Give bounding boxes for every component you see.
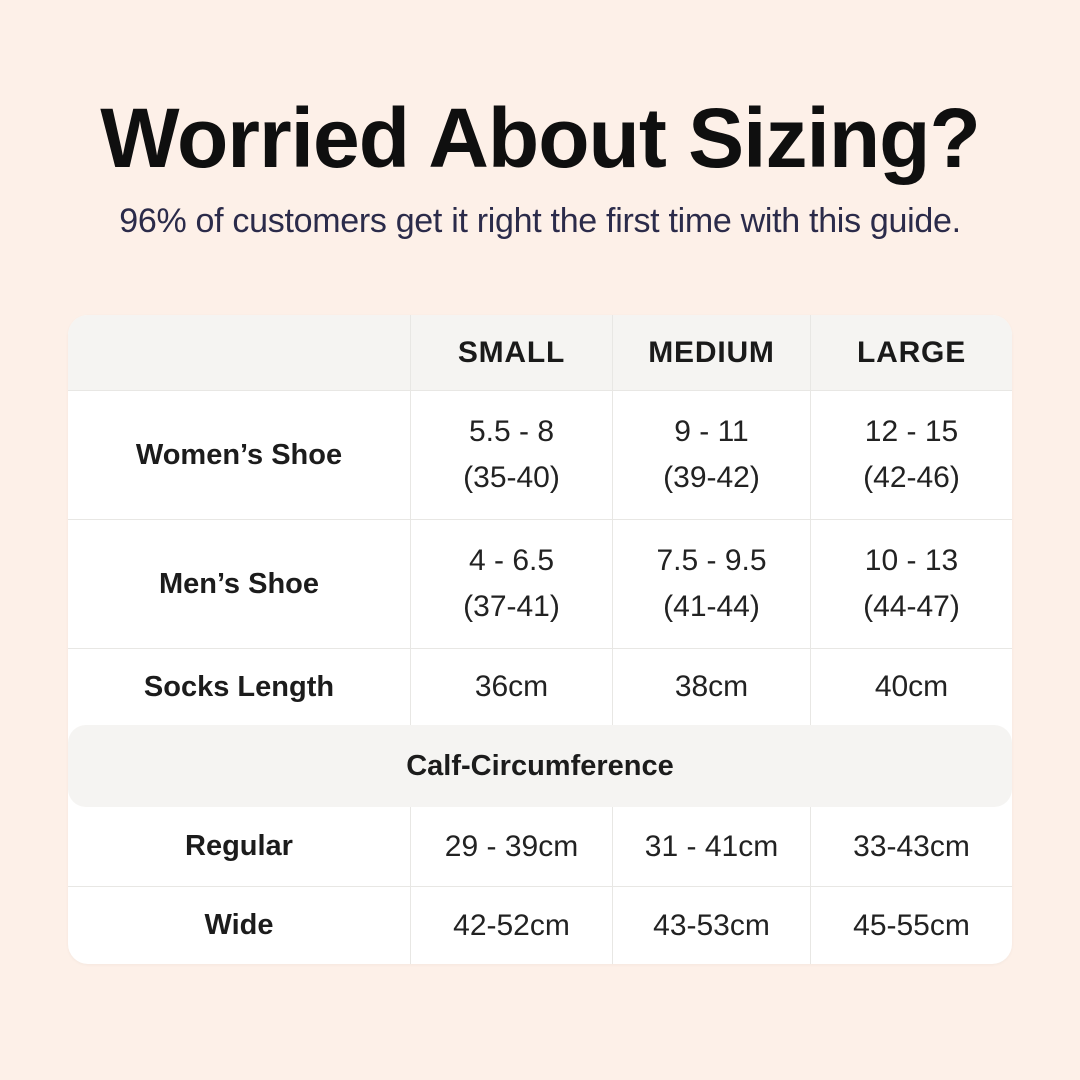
cell-regular-small: 29 - 39cm [410,807,612,886]
table-row-regular: Regular 29 - 39cm 31 - 41cm 33-43cm [68,807,1012,886]
cell-regular-medium: 31 - 41cm [612,807,810,886]
cell-mens-large: 10 - 13 (44-47) [810,520,1012,648]
cell-wide-small: 42-52cm [410,887,612,964]
row-label-womens-shoe: Women’s Shoe [135,438,343,471]
column-header-small: SMALL [410,315,612,390]
cell-wide-large: 45-55cm [810,887,1012,964]
cell-mens-medium: 7.5 - 9.5 (41-44) [612,520,810,648]
cell-line: (39-42) [663,461,760,494]
cell-regular-large: 33-43cm [810,807,1012,886]
cell-mens-small: 4 - 6.5 (37-41) [410,520,612,648]
row-label-mens-shoe: Men’s Shoe [158,567,320,600]
cell-socks-small: 36cm [410,649,612,725]
row-label-wide: Wide [204,909,274,941]
table-row-wide: Wide 42-52cm 43-53cm 45-55cm [68,886,1012,964]
page-subtitle: 96% of customers get it right the first … [119,202,961,240]
cell-line: 12 - 15 [864,415,959,448]
table-row-socks-length: Socks Length 36cm 38cm 40cm [68,648,1012,725]
section-header-calf-circumference: Calf-Circumference [68,725,1012,807]
cell-line: (44-47) [863,590,960,623]
column-header-medium: MEDIUM [612,315,810,390]
cell-line: (41-44) [663,590,760,623]
row-label-regular: Regular [185,830,293,862]
cell-womens-small: 5.5 - 8 (35-40) [410,391,612,519]
header-spacer-cell [68,315,410,390]
cell-line: 9 - 11 [674,415,749,448]
cell-wide-medium: 43-53cm [612,887,810,964]
cell-line: 4 - 6.5 [468,544,555,577]
cell-socks-large: 40cm [810,649,1012,725]
cell-line: 7.5 - 9.5 [656,544,767,577]
cell-line: 10 - 13 [864,544,959,577]
column-header-large: LARGE [810,315,1012,390]
cell-socks-medium: 38cm [612,649,810,725]
page-title: Worried About Sizing? [100,91,981,185]
cell-womens-large: 12 - 15 (42-46) [810,391,1012,519]
cell-line: (35-40) [463,461,560,494]
cell-line: (42-46) [863,461,960,494]
cell-line: 5.5 - 8 [468,415,555,448]
table-row-mens-shoe: Men’s Shoe 4 - 6.5 (37-41) 7.5 - 9.5 (41… [68,519,1012,648]
size-guide-table: SMALL MEDIUM LARGE Women’s Shoe 5.5 - 8 … [68,315,1012,964]
row-label-socks-length: Socks Length [143,670,335,703]
cell-womens-medium: 9 - 11 (39-42) [612,391,810,519]
table-header-row: SMALL MEDIUM LARGE [68,315,1012,390]
table-row-womens-shoe: Women’s Shoe 5.5 - 8 (35-40) 9 - 11 (39-… [68,390,1012,519]
cell-line: (37-41) [463,590,560,623]
